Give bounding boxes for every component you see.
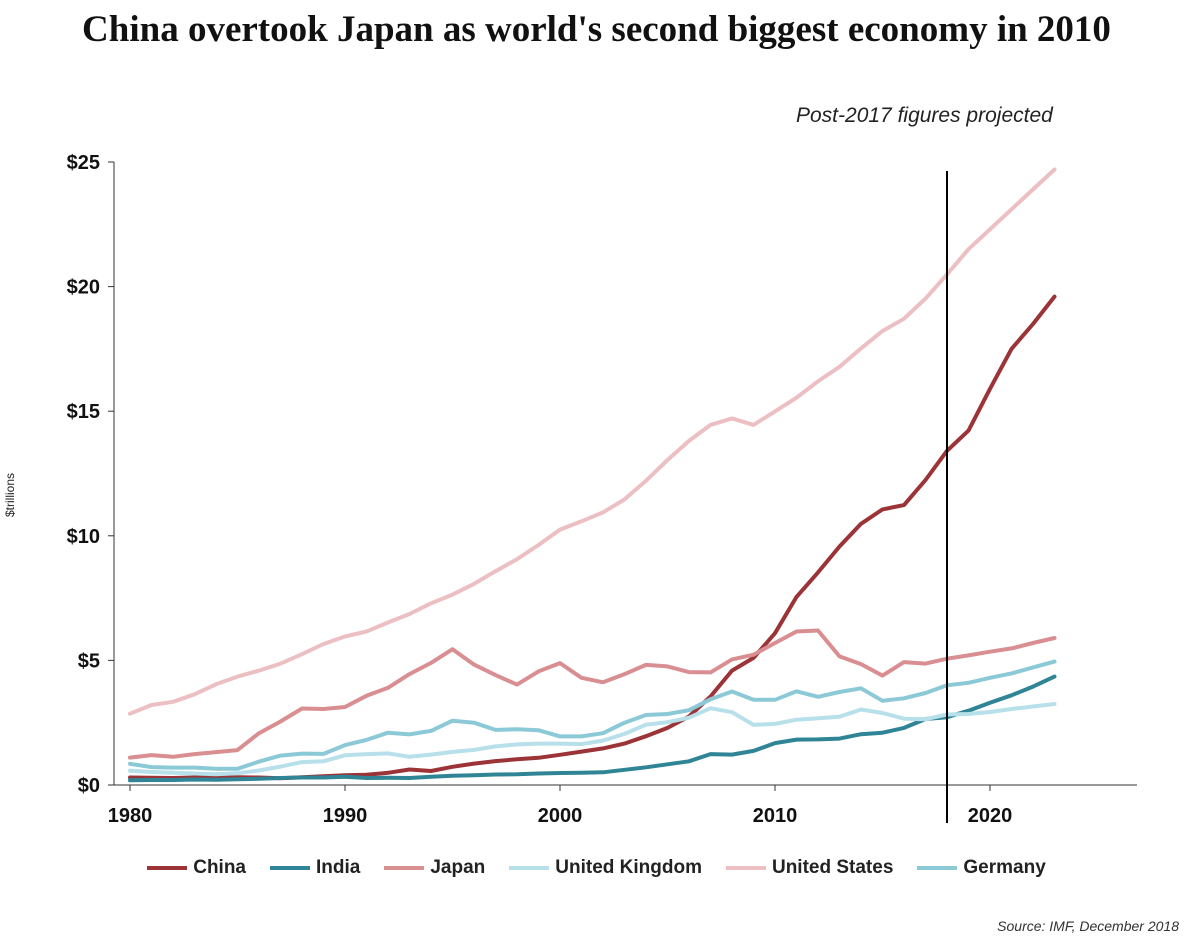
- y-tick-label: $15: [67, 401, 100, 423]
- legend-item-india: India: [270, 857, 360, 879]
- legend: China India Japan United Kingdom United Stat…: [0, 857, 1193, 879]
- x-tick-label: 1990: [323, 805, 368, 827]
- x-tick-label: 2000: [538, 805, 583, 827]
- legend-item-united-states: United States: [725, 857, 894, 879]
- x-tick-label: 2020: [968, 805, 1013, 827]
- legend-label: United Kingdom: [555, 857, 702, 878]
- legend-item-germany: Germany: [917, 857, 1046, 879]
- legend-swatch: [509, 866, 550, 870]
- legend-swatch: [725, 866, 766, 870]
- y-tick-label: $0: [78, 775, 100, 797]
- series-lines: [128, 167, 1057, 783]
- legend-label: India: [316, 857, 361, 878]
- y-tick-label: $10: [67, 526, 100, 548]
- legend-swatch: [917, 866, 958, 870]
- y-tick-label: $5: [78, 650, 100, 672]
- legend-label: Japan: [430, 857, 486, 878]
- series-line-germany: [128, 659, 1057, 771]
- series-line-india: [128, 674, 1057, 783]
- legend-item-united-kingdom: United Kingdom: [509, 857, 702, 879]
- y-tick-label: $25: [67, 152, 100, 174]
- legend-label: China: [193, 857, 246, 878]
- axes: $0 $5 $10 $15 $20 $25 1980 1990 2000 2010 2020: [67, 152, 1137, 827]
- legend-item-japan: Japan: [384, 857, 485, 879]
- series-line-china: [128, 294, 1057, 781]
- source-note: Source: IMF, December 2018: [997, 918, 1179, 934]
- x-tick-label: 2010: [753, 805, 798, 827]
- y-tick-label: $20: [67, 277, 100, 299]
- x-tick-label: 1980: [108, 805, 153, 827]
- legend-item-china: China: [147, 857, 246, 879]
- legend-swatch: [384, 866, 425, 870]
- series-line-japan: [128, 628, 1057, 760]
- series-line-united-states: [128, 167, 1057, 716]
- series-line-united-kingdom: [128, 702, 1057, 777]
- legend-label: United States: [771, 857, 894, 878]
- chart-title: China overtook Japan as world's second b…: [82, 9, 1111, 50]
- legend-label: Germany: [963, 857, 1046, 878]
- legend-swatch: [147, 866, 188, 870]
- projection-note: Post-2017 figures projected: [796, 104, 1053, 127]
- legend-swatch: [270, 866, 310, 870]
